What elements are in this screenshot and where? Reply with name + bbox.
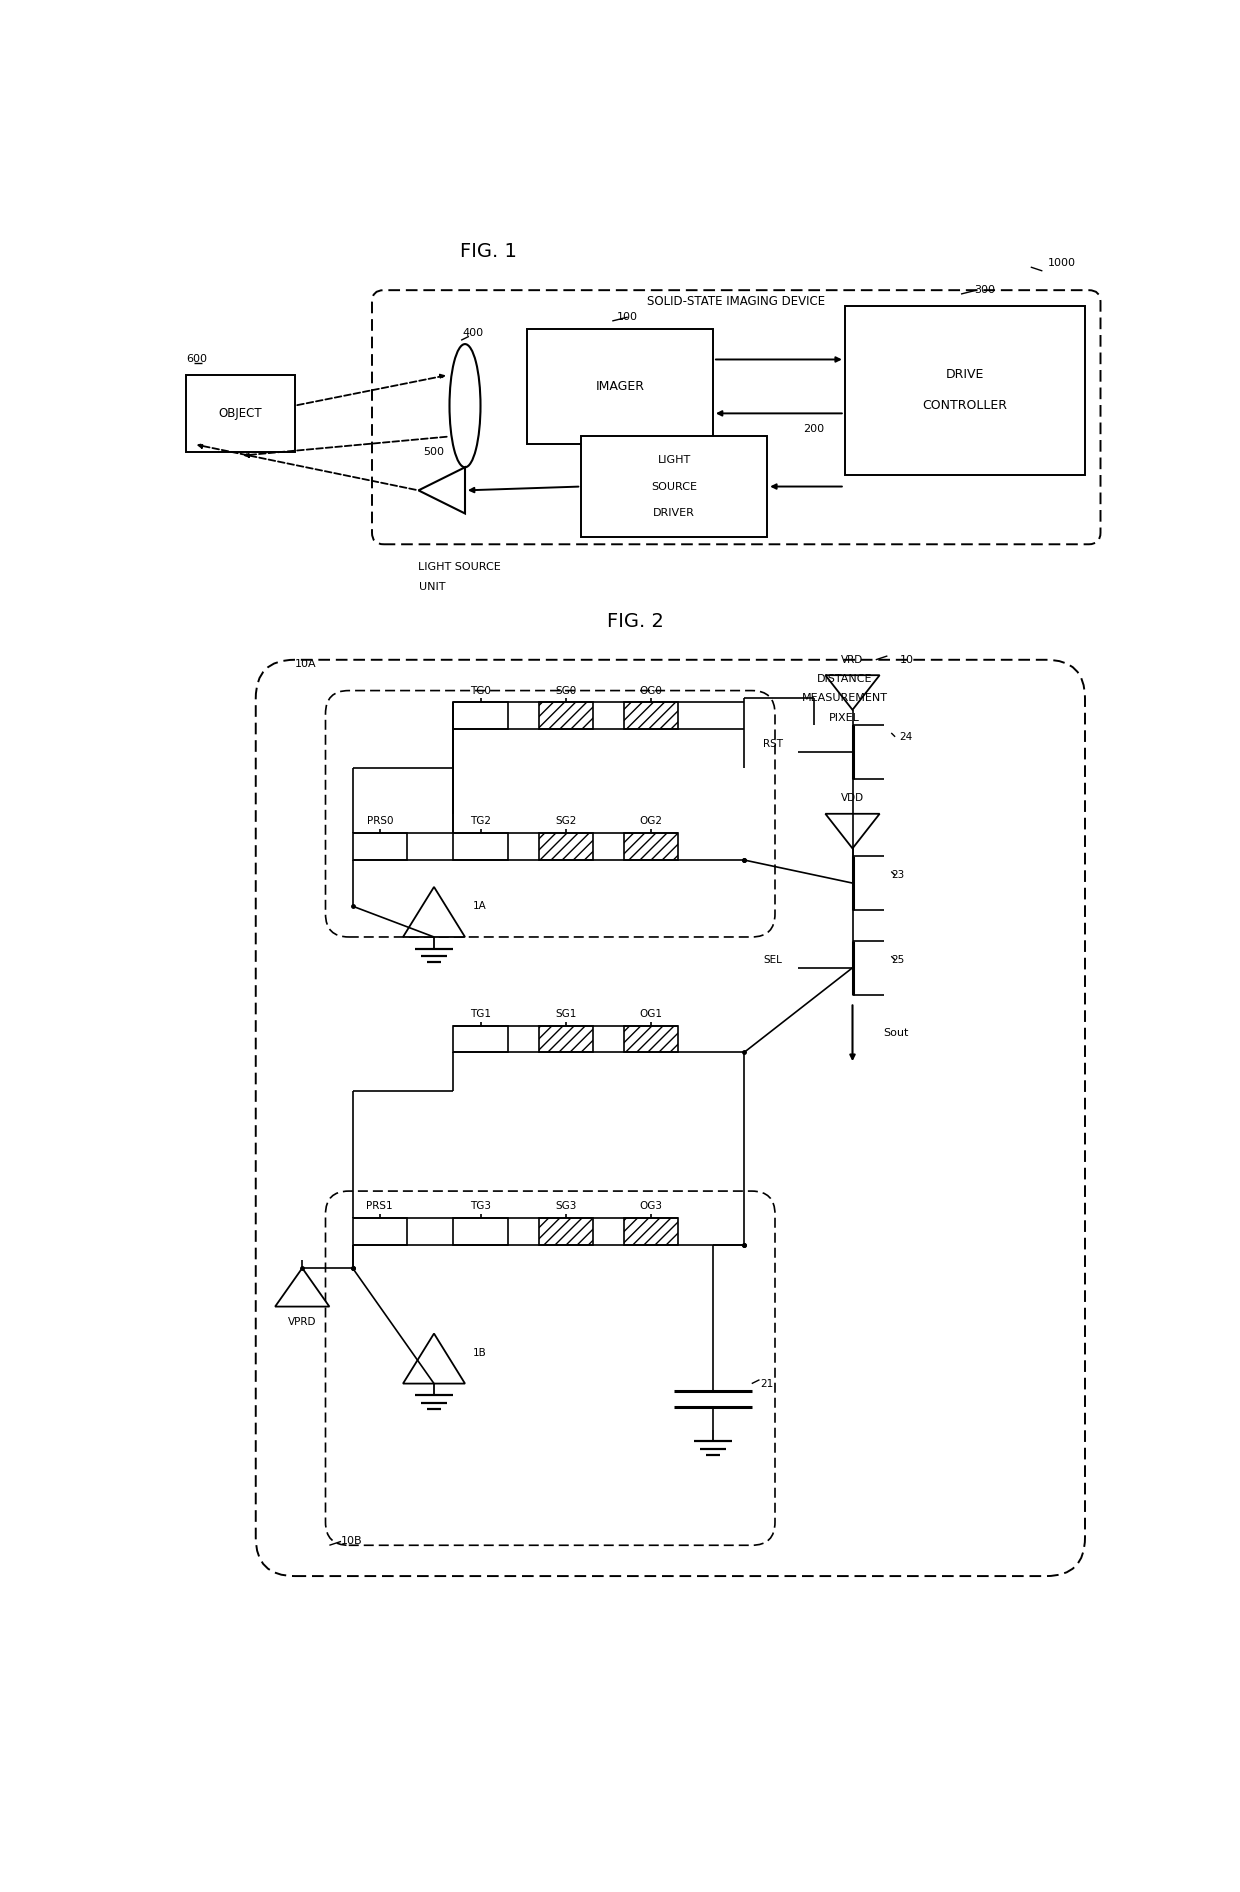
Text: SG2: SG2	[556, 817, 577, 827]
Text: CONTROLLER: CONTROLLER	[923, 399, 1007, 412]
Text: DRIVE: DRIVE	[946, 369, 985, 382]
Text: PRS1: PRS1	[367, 1201, 393, 1211]
Text: DISTANCE: DISTANCE	[817, 674, 873, 685]
Text: 1B: 1B	[472, 1347, 486, 1358]
Bar	[582, 437, 768, 537]
Text: 500: 500	[424, 447, 444, 456]
Text: UNIT: UNIT	[419, 581, 445, 592]
Text: LIGHT: LIGHT	[657, 454, 691, 465]
Polygon shape	[403, 887, 465, 937]
Text: 1A: 1A	[472, 901, 486, 912]
Text: OG3: OG3	[640, 1201, 662, 1211]
Bar	[538, 1218, 593, 1245]
Text: SEL: SEL	[764, 955, 782, 965]
Text: 600: 600	[186, 354, 207, 365]
Text: 10B: 10B	[341, 1536, 362, 1546]
FancyBboxPatch shape	[372, 289, 1101, 545]
Bar	[538, 702, 593, 728]
Text: 24: 24	[899, 732, 913, 742]
Text: OBJECT: OBJECT	[218, 407, 262, 420]
Bar	[454, 1218, 507, 1245]
Text: 300: 300	[973, 286, 994, 295]
Text: 25: 25	[892, 955, 904, 965]
Text: OG0: OG0	[640, 685, 662, 696]
Polygon shape	[419, 467, 465, 513]
FancyBboxPatch shape	[255, 660, 1085, 1576]
FancyBboxPatch shape	[325, 1192, 775, 1546]
Text: 400: 400	[463, 327, 484, 337]
Bar	[624, 702, 678, 728]
Text: MEASUREMENT: MEASUREMENT	[802, 692, 888, 704]
Text: TG3: TG3	[470, 1201, 491, 1211]
Ellipse shape	[449, 344, 481, 467]
Text: SG1: SG1	[556, 1008, 577, 1020]
Polygon shape	[826, 675, 879, 710]
Text: DRIVER: DRIVER	[653, 509, 696, 518]
Bar	[538, 832, 593, 861]
Text: TG0: TG0	[470, 685, 491, 696]
Text: PIXEL: PIXEL	[830, 713, 861, 723]
Text: SG0: SG0	[556, 685, 577, 696]
Bar	[624, 1218, 678, 1245]
Text: OG1: OG1	[640, 1008, 662, 1020]
Text: VDD: VDD	[841, 793, 864, 804]
Text: 23: 23	[892, 870, 904, 880]
Text: VRD: VRD	[842, 655, 863, 664]
Polygon shape	[275, 1268, 330, 1307]
Text: TG1: TG1	[470, 1008, 491, 1020]
Bar	[527, 329, 713, 445]
Bar	[352, 832, 407, 861]
Text: RST: RST	[763, 740, 782, 749]
Bar	[624, 1025, 678, 1052]
Text: VPRD: VPRD	[288, 1317, 316, 1326]
Polygon shape	[826, 814, 879, 848]
Polygon shape	[403, 1334, 465, 1383]
Text: 100: 100	[618, 312, 639, 322]
Bar	[186, 375, 295, 452]
Text: SG3: SG3	[556, 1201, 577, 1211]
Text: 1000: 1000	[1048, 257, 1076, 269]
Text: IMAGER: IMAGER	[595, 380, 645, 394]
Bar	[624, 832, 678, 861]
Text: OG2: OG2	[640, 817, 662, 827]
Bar	[454, 702, 507, 728]
Text: 10: 10	[900, 655, 914, 664]
Text: LIGHT SOURCE: LIGHT SOURCE	[419, 562, 501, 573]
Bar	[538, 1025, 593, 1052]
Bar	[454, 832, 507, 861]
Bar	[844, 307, 1085, 475]
Text: TG2: TG2	[470, 817, 491, 827]
Text: 200: 200	[804, 424, 825, 433]
FancyBboxPatch shape	[325, 691, 775, 937]
Text: 10A: 10A	[295, 658, 316, 668]
Text: SOURCE: SOURCE	[651, 482, 697, 492]
Text: SOLID-STATE IMAGING DEVICE: SOLID-STATE IMAGING DEVICE	[647, 295, 826, 308]
Text: FIG. 1: FIG. 1	[460, 242, 517, 261]
Text: 21: 21	[760, 1379, 774, 1389]
Text: FIG. 2: FIG. 2	[608, 611, 663, 630]
Text: Sout: Sout	[883, 1027, 909, 1039]
Bar	[454, 1025, 507, 1052]
Bar	[352, 1218, 407, 1245]
Text: PRS0: PRS0	[367, 817, 393, 827]
